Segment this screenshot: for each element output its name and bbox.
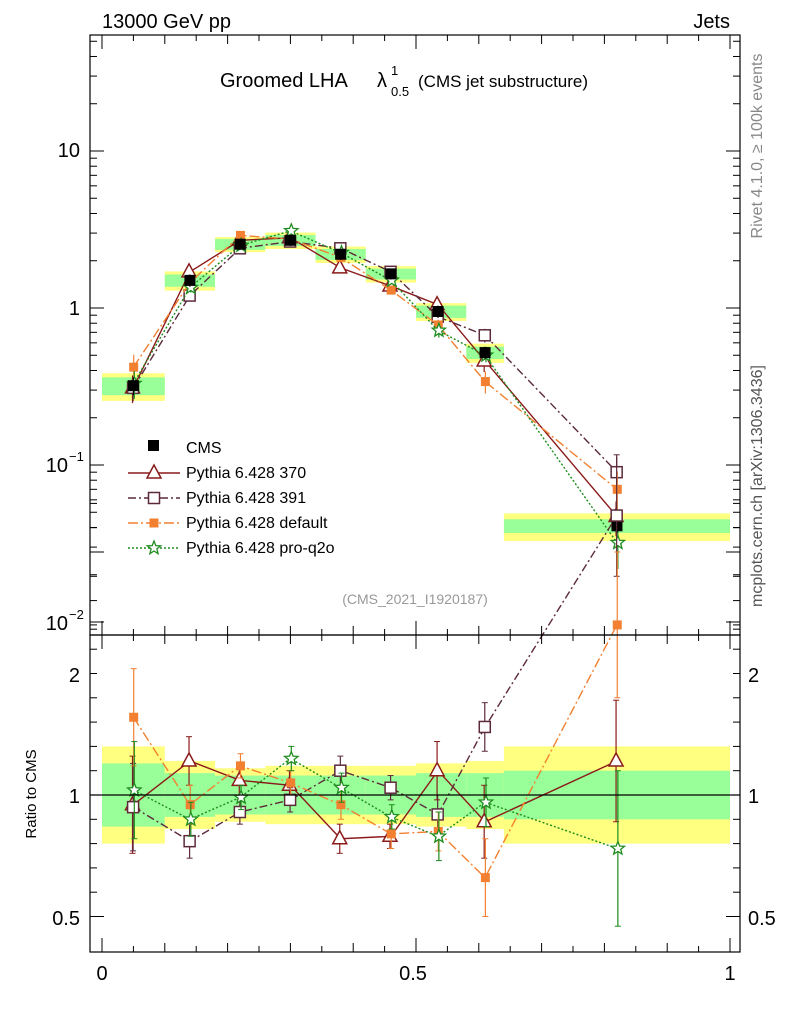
ratio-point-default — [480, 873, 490, 883]
cms-point — [284, 234, 296, 246]
ratio-tick-05-right: 0.5 — [748, 908, 776, 930]
cms-point — [184, 274, 196, 286]
ratio-point-391 — [478, 720, 492, 734]
legend-marker-cms — [148, 440, 159, 451]
ratio-point-391 — [334, 764, 347, 777]
ratio-tick-2-left: 2 — [69, 665, 80, 687]
ratio-tick-05-left: 0.5 — [52, 908, 80, 930]
ratio-point-370 — [607, 751, 625, 767]
title-sup: 1 — [391, 63, 398, 78]
main-point-391 — [478, 329, 492, 342]
ratio-point-370 — [180, 751, 198, 767]
cms-point — [335, 248, 347, 260]
energy-label: 13000 GeV pp — [102, 11, 231, 33]
main-point-default — [386, 285, 396, 295]
ratio-point-pro-q2o — [383, 808, 401, 824]
mcplots-label: mcplots.cern.ch [arXiv:1306.3436] — [749, 365, 766, 607]
main-series — [124, 222, 627, 569]
analysis-label: (CMS_2021_I1920187) — [342, 591, 488, 607]
cms-point — [127, 380, 139, 392]
main-point-pro-q2o — [430, 321, 448, 338]
main-point-default — [612, 484, 622, 494]
ratio-point-391 — [384, 781, 397, 794]
ratio-point-pro-q2o — [125, 781, 143, 798]
ratio-point-default — [336, 800, 346, 810]
ratio-point-default — [612, 620, 622, 630]
axes — [90, 35, 740, 952]
ratio-tick-1-left: 1 — [69, 786, 80, 808]
title-main: Groomed LHA — [220, 70, 348, 92]
svg-text:10: 10 — [46, 613, 68, 635]
ratio-point-pro-q2o — [333, 778, 350, 795]
cms-point — [234, 238, 246, 250]
legend-marker-default — [149, 518, 159, 528]
svg-text:10: 10 — [46, 455, 68, 477]
ratio-point-370 — [428, 761, 446, 777]
legend-label-391: Pythia 6.428 391 — [186, 490, 306, 507]
ratio-point-391 — [183, 834, 196, 848]
svg-text:−1: −1 — [69, 449, 84, 464]
legend-marker-391 — [147, 491, 161, 505]
legend-label-cms: CMS — [186, 440, 222, 457]
xtick-05: 0.5 — [399, 963, 427, 985]
cms-point — [432, 305, 444, 317]
ytick-0.01: 10 −2 — [46, 607, 84, 635]
ratio-point-pro-q2o — [182, 810, 200, 827]
legend: CMS Pythia 6.428 370 Pythia 6.428 391 Py… — [128, 440, 335, 557]
ratio-line-391 — [133, 515, 618, 842]
ratio-point-370 — [331, 829, 348, 845]
jets-label: Jets — [693, 11, 730, 33]
ratio-series — [124, 454, 627, 927]
ytick-1: 1 — [69, 298, 80, 320]
ytick-0.1: 10 −1 — [46, 449, 84, 477]
main-point-default — [129, 362, 139, 372]
ratio-point-pro-q2o — [282, 749, 300, 766]
ratio-point-pro-q2o — [477, 793, 495, 810]
cms-point — [479, 347, 491, 359]
legend-marker-370 — [145, 463, 163, 479]
ratio-tick-1-right: 1 — [748, 786, 759, 808]
xtick-0: 0 — [96, 963, 107, 985]
legend-label-370: Pythia 6.428 370 — [186, 465, 306, 482]
cms-point — [385, 268, 397, 280]
main-point-default — [480, 377, 490, 387]
chart-title: Groomed LHA λ 1 0.5 (CMS jet substructur… — [220, 63, 588, 99]
legend-marker-pro-q2o — [145, 539, 163, 556]
ratio-point-pro-q2o — [430, 827, 448, 844]
legend-label-default: Pythia 6.428 default — [186, 515, 328, 532]
title-lambda: λ — [377, 70, 387, 92]
ratio-point-391 — [233, 805, 247, 819]
main-point-pro-q2o — [282, 222, 300, 238]
xtick-1: 1 — [724, 963, 735, 985]
ratio-ylabel: Ratio to CMS — [23, 749, 40, 838]
ratio-point-pro-q2o — [609, 839, 627, 856]
main-point-default — [235, 230, 245, 240]
title-sub: 0.5 — [391, 84, 409, 99]
svg-text:−2: −2 — [69, 607, 84, 622]
legend-label-pro-q2o: Pythia 6.428 pro-q2o — [186, 540, 335, 557]
ratio-point-391 — [126, 800, 140, 814]
main-point-370 — [331, 258, 348, 274]
ratio-point-default — [129, 712, 139, 722]
ytick-10: 10 — [58, 140, 80, 162]
title-note: (CMS jet substructure) — [418, 72, 588, 91]
rivet-label: Rivet 4.1.0, ≥ 100k events — [749, 54, 766, 239]
ratio-tick-2-right: 2 — [748, 665, 759, 687]
ratio-point-default — [235, 761, 245, 771]
ratio-frame — [89, 634, 741, 953]
ratio-point-default — [286, 778, 296, 788]
ratio-point-default — [386, 829, 396, 839]
ratio-point-391 — [283, 793, 297, 807]
main-point-pro-q2o — [609, 533, 627, 550]
ratio-point-391 — [610, 509, 623, 522]
